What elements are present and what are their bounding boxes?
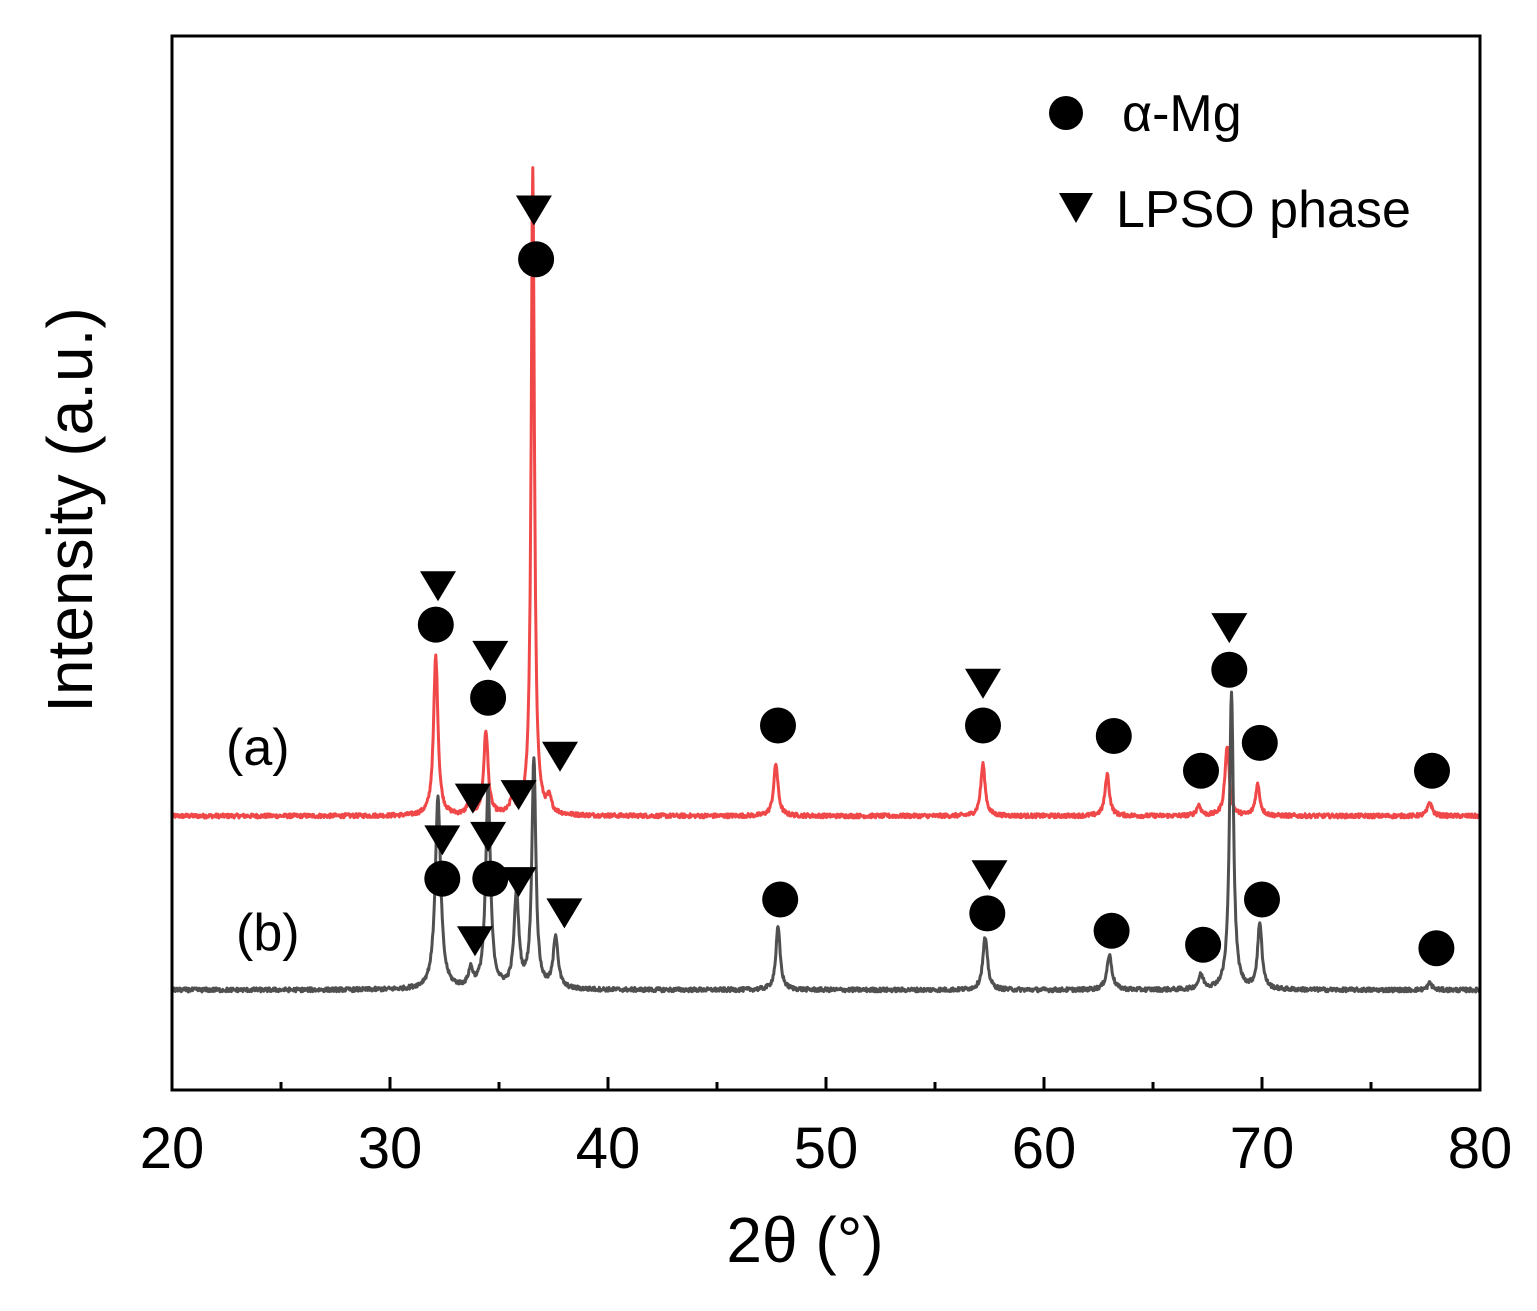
series-line-a [170,166,1481,820]
alpha-mg-marker [969,895,1006,932]
series-line-b [171,690,1482,994]
alpha-mg-marker [1414,752,1450,789]
x-axis-title: 2θ (°) [726,1204,883,1276]
alpha-mg-marker [1241,724,1278,761]
alpha-mg-marker [1183,752,1219,789]
alpha-mg-marker [1185,926,1222,963]
x-tick-label: 80 [1448,1116,1513,1181]
legend: α-Mg LPSO phase [1049,85,1411,239]
legend-alpha-mg-marker [1049,96,1083,130]
x-tick-label: 40 [576,1116,641,1181]
series-label-b: (b) [236,904,300,962]
lpso-marker [454,783,491,814]
alpha-mg-marker [1244,881,1280,918]
alpha-mg-marker [417,606,454,643]
alpha-mg-marker [965,707,1001,744]
x-tick-label: 70 [1230,1116,1295,1181]
lpso-marker [546,898,583,929]
lpso-marker [424,825,461,856]
lpso-marker [965,668,1001,699]
x-tick-label: 30 [358,1116,423,1181]
alpha-mg-marker [472,860,509,897]
lpso-marker [515,195,552,226]
lpso-marker [420,571,456,602]
legend-lpso-marker [1059,193,1093,223]
lpso-marker [542,741,578,772]
lpso-marker [971,860,1008,891]
x-axis-ticks: 20 30 40 50 60 70 80 [140,1077,1513,1181]
lpso-marker [470,821,507,852]
phase-marker-layer [417,195,1455,967]
series-label-a: (a) [226,719,290,777]
alpha-mg-marker [760,707,796,744]
x-tick-label: 50 [794,1116,859,1181]
x-tick-label: 60 [1012,1116,1077,1181]
x-tick-label: 20 [140,1116,205,1181]
lpso-marker [500,867,537,898]
lpso-marker [1211,613,1248,644]
legend-lpso-label: LPSO phase [1116,181,1411,239]
alpha-mg-marker [470,679,507,716]
alpha-mg-marker [1093,912,1130,949]
lpso-marker [457,926,493,957]
alpha-mg-marker [762,881,799,918]
series-layer [170,166,1482,994]
alpha-mg-marker [1211,651,1248,688]
alpha-mg-marker [1418,930,1455,967]
alpha-mg-marker [424,860,461,897]
y-axis-title: Intensity (a.u.) [34,307,106,713]
alpha-mg-marker [518,241,555,278]
lpso-marker [472,640,509,671]
lpso-marker [500,780,537,811]
legend-alpha-mg-label: α-Mg [1122,85,1242,143]
alpha-mg-marker [1095,718,1132,754]
